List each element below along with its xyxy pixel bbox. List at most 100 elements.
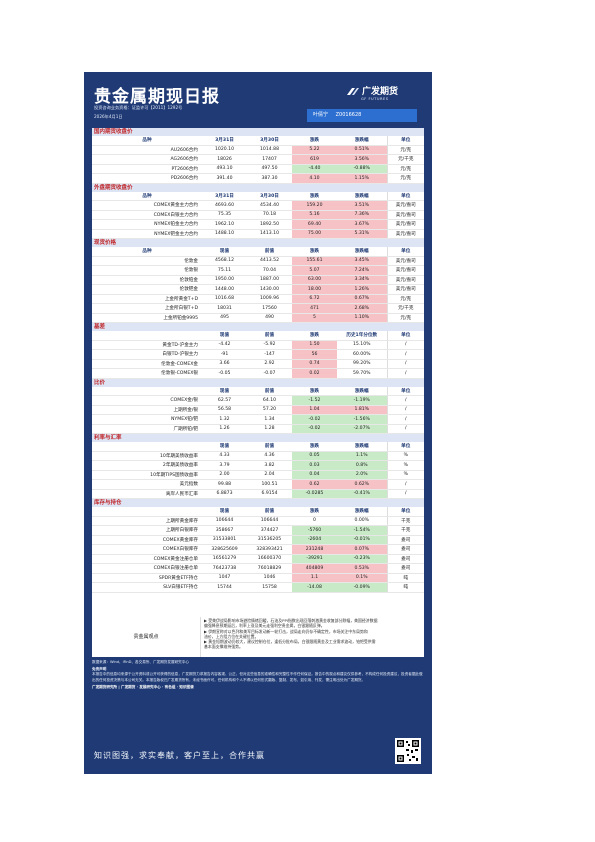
column-header: 涨跌	[292, 247, 337, 257]
table-header: 品种 3月31日 3月30日 涨跌 涨跌幅 单位	[92, 191, 424, 201]
table-row: 上金所黄金T+D 1016.68 1009.96 6.72 0.67% 元/克	[92, 294, 424, 304]
table-row: PT2606合约 493.10 497.50 -4.40 -0.88% 元/克	[92, 164, 424, 174]
cell: -39291	[292, 554, 337, 564]
report-header: 贵金属期现日报 投资咨询业务资格：证监许可【2011】1292号 2026年4月…	[84, 72, 432, 126]
cell: 328625609	[202, 544, 247, 555]
cell: 16561279	[202, 554, 247, 564]
row-name: 2年期美债收益率	[92, 460, 202, 471]
cell: 374427	[247, 525, 292, 536]
table-header: 品种 现值 前值 涨跌 涨跌幅 单位	[92, 247, 424, 257]
brand-logo: 广发期货	[346, 84, 398, 97]
cell: 4.36	[247, 451, 292, 461]
row-name: 上金所铂金9995	[92, 313, 202, 323]
cell: 358667	[202, 525, 247, 536]
cell: 吨	[386, 582, 424, 593]
brand-name-en: GF FUTURES	[361, 97, 389, 101]
cell: -14.08	[292, 582, 337, 593]
cell: 3.66	[202, 359, 247, 369]
cell: -0.0285	[292, 489, 337, 499]
cell: %	[386, 470, 424, 480]
cell: 0.00%	[337, 516, 387, 526]
data-table: 品种 现值 前值 涨跌 涨跌幅 单位 伦敦金 4568.12 4413.52 155.61 3.45…	[92, 247, 424, 323]
table-row: 10年期TIPS国债收益率 2.00 2.04 0.04 2.0%%	[92, 470, 424, 480]
cell: 0.53%	[337, 563, 387, 574]
data-table: 现值 前值 涨跌 涨跌幅 单位 上期所黄金库存 106644 106644 0 0.00% 千克 上期…	[92, 507, 424, 593]
data-table: 现值 前值 涨跌 涨跌幅 单位 10年期美债收益率 4.33 4.36 0.05 1.1%% 2年期…	[92, 442, 424, 499]
column-header: 涨跌	[292, 191, 337, 201]
cell: -4.42	[202, 340, 247, 350]
cell: /	[386, 349, 424, 360]
cell: 159.20	[292, 200, 337, 211]
table-row: 美元指数 99.88 100.51 0.62 0.62% /	[92, 479, 424, 490]
cell: 69.40	[292, 219, 337, 230]
qr-code-icon	[397, 740, 419, 762]
cell: -91	[202, 349, 247, 360]
cell: 70.18	[247, 210, 292, 220]
column-header: 现值	[202, 507, 247, 517]
cell: 391.40	[202, 173, 247, 184]
cell: -0.01%	[337, 535, 387, 545]
cell: 7.24%	[337, 265, 387, 276]
cell: 18.00	[292, 284, 337, 295]
section-title: 国内期货收盘价	[92, 128, 424, 136]
cell: 56.58	[202, 405, 247, 415]
cell: 1448.00	[202, 284, 247, 295]
column-header: 涨跌	[292, 507, 337, 517]
cell: 404809	[292, 563, 337, 574]
column-header: 单位	[386, 386, 424, 396]
row-name: 上金所白银T+D	[92, 303, 202, 314]
table-row: COMEX白银库存 328625609 328393421 231248 0.07% 盎司	[92, 544, 424, 555]
table-row: AU2606合约 1020.10 1014.88 5.22 0.51% 元/克	[92, 145, 424, 155]
cell: 497.50	[247, 164, 292, 174]
column-header: 涨跌	[292, 331, 337, 341]
cell: 7.36%	[337, 210, 387, 220]
cell: 3.67%	[337, 219, 387, 230]
cell: 千克	[386, 525, 424, 536]
row-name: COMEX白银主力合约	[92, 210, 202, 220]
cell: 15744	[202, 582, 247, 593]
table-row: COMEX金/银 62.57 64.10 -1.52 -1.19% /	[92, 395, 424, 406]
cell: 5.16	[292, 210, 337, 220]
data-tables: 国内期货收盘价 品种 3月31日 3月30日 涨跌 涨跌幅 单位 AU2606合约 1020.1…	[92, 128, 424, 656]
cell: 3.34%	[337, 275, 387, 285]
cell: /	[386, 395, 424, 406]
view-line: ▶ 伊朗宣称对以色列和美军目标发动新一轮打击，战局走向仍存不确定性，市场关注中东…	[204, 628, 368, 634]
report-date: 2026年4月1日	[94, 114, 123, 119]
cell: 元/克	[386, 173, 424, 184]
view-line: ▶ 黄金短期波动仍较大，建议控制仓位，逢低分批布局，白银跟随黄金及工业需求波动，…	[204, 639, 376, 645]
cell: 1020.10	[202, 145, 247, 155]
cell: -2.07%	[337, 424, 387, 434]
table-row: 伦敦铂金 1950.00 1887.00 63.00 3.34% 美元/盎司	[92, 275, 424, 285]
cell: 美元/盎司	[386, 219, 424, 230]
cell: 元/克	[386, 145, 424, 155]
table-row: COMEX黄金注册仓单 16561279 16600370 -39291 -0.23% 盎…	[92, 554, 424, 564]
cell: 17407	[247, 154, 292, 165]
table-row: 离岸人民币汇率 6.8873 6.9154 -0.0285 -0.41% /	[92, 489, 424, 499]
cell: 99.88	[202, 479, 247, 490]
table-header: 现值 前值 涨跌 涨跌幅 单位	[92, 442, 424, 452]
cell: -0.02	[292, 424, 337, 434]
cell: 美元/盎司	[386, 200, 424, 211]
row-name: COMEX金/银	[92, 395, 202, 406]
cell: 1.26	[202, 424, 247, 434]
cell: 31536205	[247, 535, 292, 545]
column-header: 前值	[247, 247, 292, 257]
qr-code	[395, 738, 421, 764]
cell: -147	[247, 349, 292, 360]
view-line: 基本面支撑维持强势。	[204, 644, 243, 650]
section-title: 现货价格	[92, 239, 424, 247]
section-title: 利率与汇率	[92, 434, 424, 442]
cell: 4.33	[202, 451, 247, 461]
column-header: 涨跌幅	[337, 442, 387, 452]
row-name: 离岸人民币汇率	[92, 489, 202, 499]
data-source: 数据来源：Wind、iFinD、各交易所、广发期货发展研究中心	[92, 660, 189, 664]
column-header: 涨跌	[292, 386, 337, 396]
row-name: NYMEX铂金主力合约	[92, 219, 202, 230]
cell: %	[386, 460, 424, 471]
row-name: 上期所金/银	[92, 405, 202, 415]
table-row: NYMEX铂金主力合约 1962.10 1892.50 69.40 3.67% 美元/盎司	[92, 219, 424, 230]
cell: /	[386, 340, 424, 350]
column-header: 涨跌幅	[337, 386, 387, 396]
column-header: 单位	[386, 331, 424, 341]
cell: -5.92	[247, 340, 292, 350]
